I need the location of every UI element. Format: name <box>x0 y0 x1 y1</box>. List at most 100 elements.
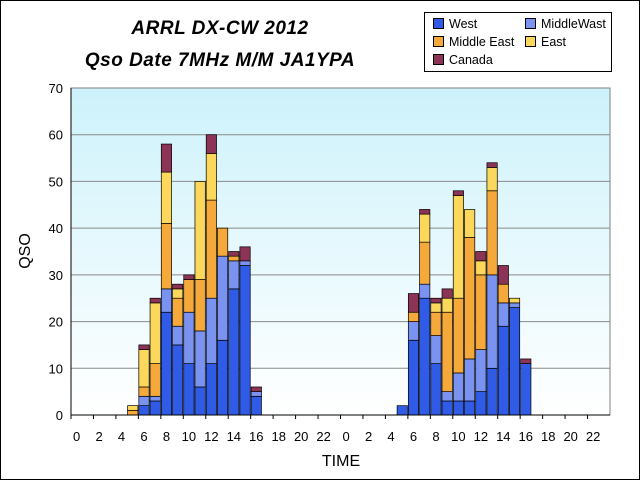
y-tick-label: 30 <box>49 268 63 283</box>
bar-segment-east <box>149 302 161 364</box>
bar-segment-middlewast <box>441 391 453 402</box>
bar-segment-middle-east <box>407 311 420 322</box>
bar-segment-west <box>441 400 453 416</box>
bar-segment-east <box>452 195 464 299</box>
bar-segment-middlewast <box>194 330 206 388</box>
legend-swatch-middle-east <box>433 36 444 48</box>
bar-segment-middle-east <box>228 255 240 262</box>
bar-segment-middlewast <box>486 274 498 369</box>
bar-segment-canada <box>430 297 442 304</box>
bar-segment-east <box>464 209 476 238</box>
legend-swatch-canada <box>433 54 444 66</box>
bar-segment-west <box>239 265 251 416</box>
x-axis-label: TIME <box>322 453 360 470</box>
chart-subtitle: Qso Date 7MHz M/M JA1YPA <box>84 50 356 71</box>
legend-item-middle-east: Middle East <box>433 34 514 50</box>
x-tick-label: 16 <box>249 429 263 444</box>
bar-segment-middlewast <box>464 358 476 402</box>
x-tick-labels: 0 2 4 6 8 10 12 14 16 18 20 22 0 2 4 6 8 10 12 14 16 18 20 22 <box>70 415 600 444</box>
bar-segment-middlewast <box>407 321 420 341</box>
bar-segment-middle-east <box>127 409 139 416</box>
bar-segment-west <box>183 363 195 416</box>
bar-segment-middlewast <box>160 288 172 313</box>
bar-segment-middlewast <box>217 255 229 341</box>
bar-segment-canada <box>138 344 150 350</box>
bar-segment-middle-east <box>149 363 161 397</box>
bar-segment-east <box>430 302 442 313</box>
legend-item-east: East <box>525 34 566 50</box>
bar-segment-middle-east <box>172 297 184 327</box>
bar-segment-east <box>172 288 184 299</box>
bar-segment-east <box>160 171 172 224</box>
bar-segment-west <box>205 363 217 416</box>
gridlines <box>71 134 610 369</box>
x-tick-label: 2 <box>365 429 372 444</box>
x-tick-label: 20 <box>563 429 577 444</box>
x-tick-label: 12 <box>204 429 218 444</box>
bar-segment-middlewast <box>419 283 431 299</box>
y-tick-label: 10 <box>49 361 63 376</box>
bar-segment-east <box>138 349 150 388</box>
x-tick-label: 12 <box>474 429 488 444</box>
x-tick-label: 22 <box>316 429 330 444</box>
bar-segment-east <box>127 405 139 411</box>
x-tick-label: 16 <box>519 429 533 444</box>
legend-item-west: West <box>433 16 477 32</box>
legend-label-east: East <box>541 35 567 49</box>
x-tick-label: 0 <box>73 429 80 444</box>
bar-segment-canada <box>183 274 195 280</box>
bar-segment-west <box>407 339 420 416</box>
x-tick-label: 14 <box>496 429 510 444</box>
legend-swatch-east <box>525 36 536 48</box>
bar-segment-middlewast <box>250 391 262 397</box>
legend-label-middle-east: Middle East <box>449 35 515 49</box>
bar-segment-middle-east <box>138 386 150 397</box>
bar-segment-canada <box>419 209 431 215</box>
bar-segment-canada <box>441 288 453 299</box>
bar-segment-canada <box>452 190 464 196</box>
legend-label-west: West <box>449 17 478 31</box>
bar-segment-middle-east <box>205 199 217 299</box>
bar-segment-middlewast <box>430 335 442 364</box>
bar-segment-middlewast <box>183 311 195 364</box>
plot-area <box>70 87 611 416</box>
bar-segment-middle-east <box>419 241 431 285</box>
bar-segment-west <box>396 405 408 416</box>
bar-segment-middle-east <box>441 311 453 392</box>
y-tick-labels: 0 10 20 30 40 50 60 70 <box>49 81 63 423</box>
bar-segment-middle-east <box>160 223 172 290</box>
bar-segment-canada <box>149 297 161 304</box>
bar-segment-canada <box>407 293 420 313</box>
x-tick-label: 10 <box>182 429 196 444</box>
bar-segment-canada <box>475 251 487 262</box>
bar-segment-west <box>452 400 464 416</box>
bar-segment-middle-east <box>194 279 206 332</box>
bar-segment-middlewast <box>149 395 161 402</box>
bar-segment-east <box>509 297 521 304</box>
bar-segment-middlewast <box>497 302 509 327</box>
x-tick-label: 6 <box>410 429 417 444</box>
bar-segment-middlewast <box>475 349 487 392</box>
x-tick-label: 20 <box>294 429 308 444</box>
legend-label-middlewast: MiddleWast <box>541 17 606 31</box>
x-tick-label: 4 <box>118 429 125 444</box>
bar-segment-middle-east <box>486 190 498 276</box>
x-tick-label: 14 <box>227 429 241 444</box>
legend-item-canada: Canada <box>433 52 493 68</box>
x-tick-label: 18 <box>272 429 286 444</box>
bar-segment-west <box>497 325 509 416</box>
x-tick-label: 18 <box>541 429 555 444</box>
bar-segment-middlewast <box>509 302 521 308</box>
legend-label-canada: Canada <box>449 53 493 67</box>
bar-segment-canada <box>250 386 262 392</box>
bar-segment-east <box>205 153 217 201</box>
y-tick-label: 0 <box>56 408 63 423</box>
bar-segment-middlewast <box>239 260 251 266</box>
bar-segment-east <box>419 213 431 243</box>
bar-segment-middle-east <box>430 311 442 336</box>
bar-segment-middlewast <box>228 260 240 290</box>
x-tick-label: 8 <box>432 429 439 444</box>
x-tick-label: 22 <box>586 429 600 444</box>
x-tick-label: 2 <box>95 429 102 444</box>
